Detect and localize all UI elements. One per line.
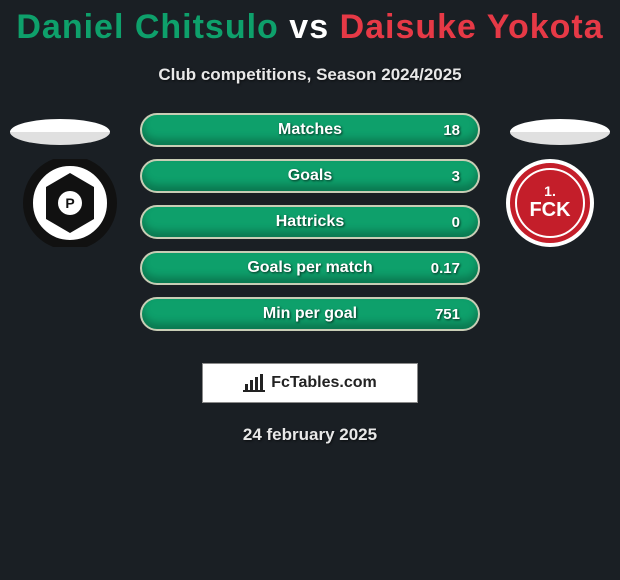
- preussen-munster-icon: P: [20, 159, 120, 247]
- date-text: 24 february 2025: [0, 425, 620, 445]
- comparison-title: Daniel Chitsulo vs Daisuke Yokota: [0, 0, 620, 47]
- svg-text:1.: 1.: [544, 183, 556, 199]
- club-badge-left: P: [20, 159, 120, 247]
- brand-text: FcTables.com: [271, 374, 377, 392]
- stat-bar-label: Goals: [142, 161, 478, 191]
- stat-bar-value: 0: [452, 207, 460, 237]
- club-badge-right: 1. FCK: [500, 159, 600, 247]
- stat-bar: Goals 3: [140, 159, 480, 193]
- svg-text:FCK: FCK: [529, 199, 571, 221]
- stat-bar-value: 18: [443, 115, 460, 145]
- subtitle: Club competitions, Season 2024/2025: [0, 65, 620, 85]
- brand-box[interactable]: FcTables.com: [202, 363, 418, 403]
- player2-name: Daisuke Yokota: [340, 8, 604, 46]
- stat-bar-value: 751: [435, 299, 460, 329]
- flag-left: [10, 119, 110, 145]
- player1-name: Daniel Chitsulo: [16, 8, 278, 46]
- stat-bar-label: Hattricks: [142, 207, 478, 237]
- stat-bar-label: Min per goal: [142, 299, 478, 329]
- stat-bar-label: Matches: [142, 115, 478, 145]
- bar-chart-icon: [243, 374, 265, 392]
- stat-bar: Goals per match 0.17: [140, 251, 480, 285]
- stat-bar: Hattricks 0: [140, 205, 480, 239]
- flag-right: [510, 119, 610, 145]
- stat-bars: Matches 18 Goals 3 Hattricks 0 Goals per…: [140, 113, 480, 343]
- stat-bar-value: 0.17: [431, 253, 460, 283]
- svg-text:P: P: [65, 195, 74, 211]
- stat-bar-label: Goals per match: [142, 253, 478, 283]
- stat-bar: Matches 18: [140, 113, 480, 147]
- kaiserslautern-icon: 1. FCK: [500, 159, 600, 247]
- stat-bar-value: 3: [452, 161, 460, 191]
- vs-text: vs: [289, 8, 329, 46]
- comparison-stage: P 1. FCK Matches 18 Goals 3 Hattricks 0: [0, 113, 620, 353]
- stat-bar: Min per goal 751: [140, 297, 480, 331]
